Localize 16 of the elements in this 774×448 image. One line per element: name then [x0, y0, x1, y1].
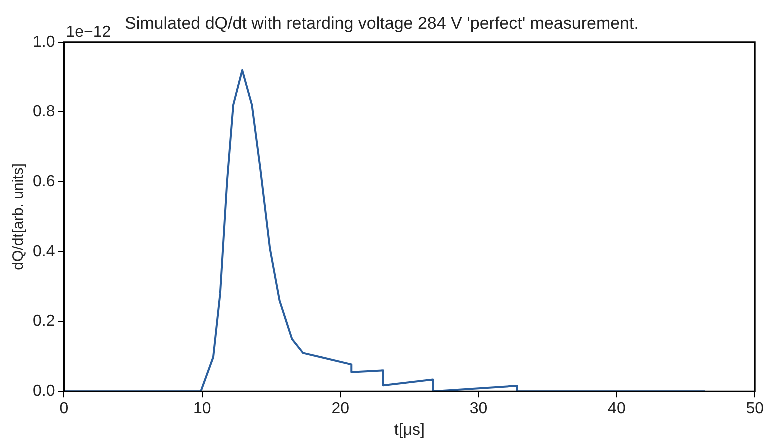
x-tick-label: 20	[332, 400, 350, 418]
y-tick-label: 0.8	[32, 104, 56, 121]
x-tick-label: 30	[470, 400, 488, 418]
x-tick-label: 50	[746, 400, 764, 418]
x-axis-title: t[μs]	[394, 422, 425, 439]
chart-title: Simulated dQ/dt with retarding voltage 284 V 'perfect' measurement.	[125, 14, 639, 33]
y-tick-label: 0.2	[32, 313, 56, 330]
x-tick-label: 0	[60, 400, 69, 418]
x-tick-label: 40	[608, 400, 626, 418]
x-tick-label: 10	[194, 400, 212, 418]
text: 1e−12	[66, 24, 112, 41]
y-tick-label: 1.0	[32, 34, 56, 51]
y-tick-label: 0.6	[32, 173, 56, 190]
y-tick-label: 0.4	[32, 243, 56, 260]
y-axis-title: dQ/dt[arb. units]	[10, 164, 28, 270]
y-tick-label: 0.0	[32, 383, 56, 400]
